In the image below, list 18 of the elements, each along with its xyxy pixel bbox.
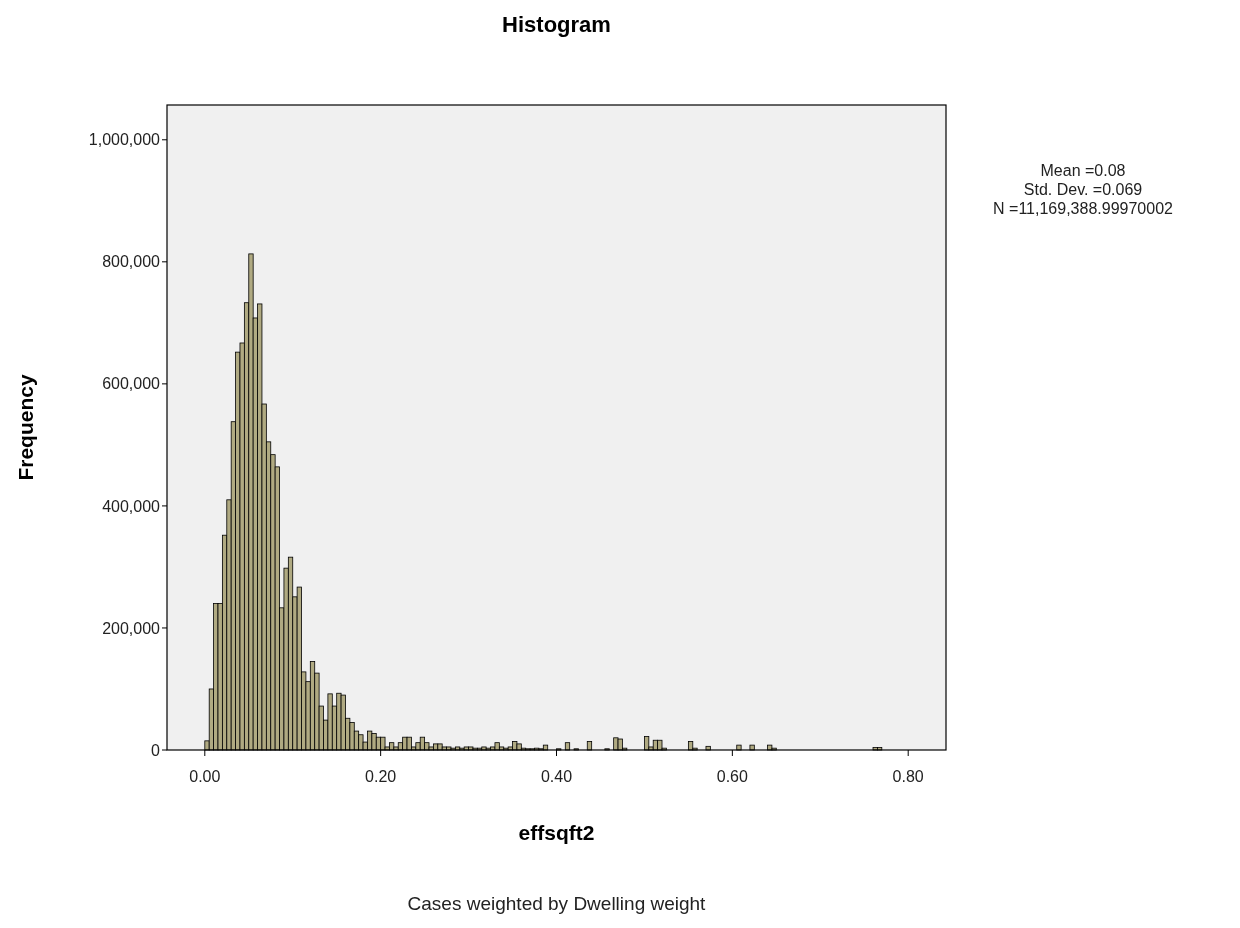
y-tick-label: 400,000 (102, 497, 161, 515)
x-tick-label: 0.80 (892, 768, 924, 785)
y-tick-label: 0 (151, 741, 161, 759)
y-axis-title: Frequency (14, 374, 37, 481)
text: N =11,169,388.99970002 (993, 200, 1174, 217)
x-tick-label: 0.20 (365, 768, 397, 785)
text: Cases weighted by Dwelling weight (407, 893, 707, 914)
y-tick-label: 200,000 (102, 619, 161, 637)
text: Mean =0.08 (1040, 162, 1126, 179)
x-tick-label: 0.60 (716, 768, 749, 785)
y-tick-label: 800,000 (102, 253, 161, 271)
text: Std. Dev. =0.069 (1023, 181, 1143, 198)
x-tick-label: 0.40 (540, 768, 573, 785)
chart-title: Histogram (502, 12, 611, 37)
y-tick-label: 1,000,000 (88, 131, 161, 149)
x-tick-label: 0.00 (189, 768, 221, 785)
y-tick-label: 600,000 (102, 375, 161, 393)
x-axis-title: effsqft2 (518, 821, 595, 844)
